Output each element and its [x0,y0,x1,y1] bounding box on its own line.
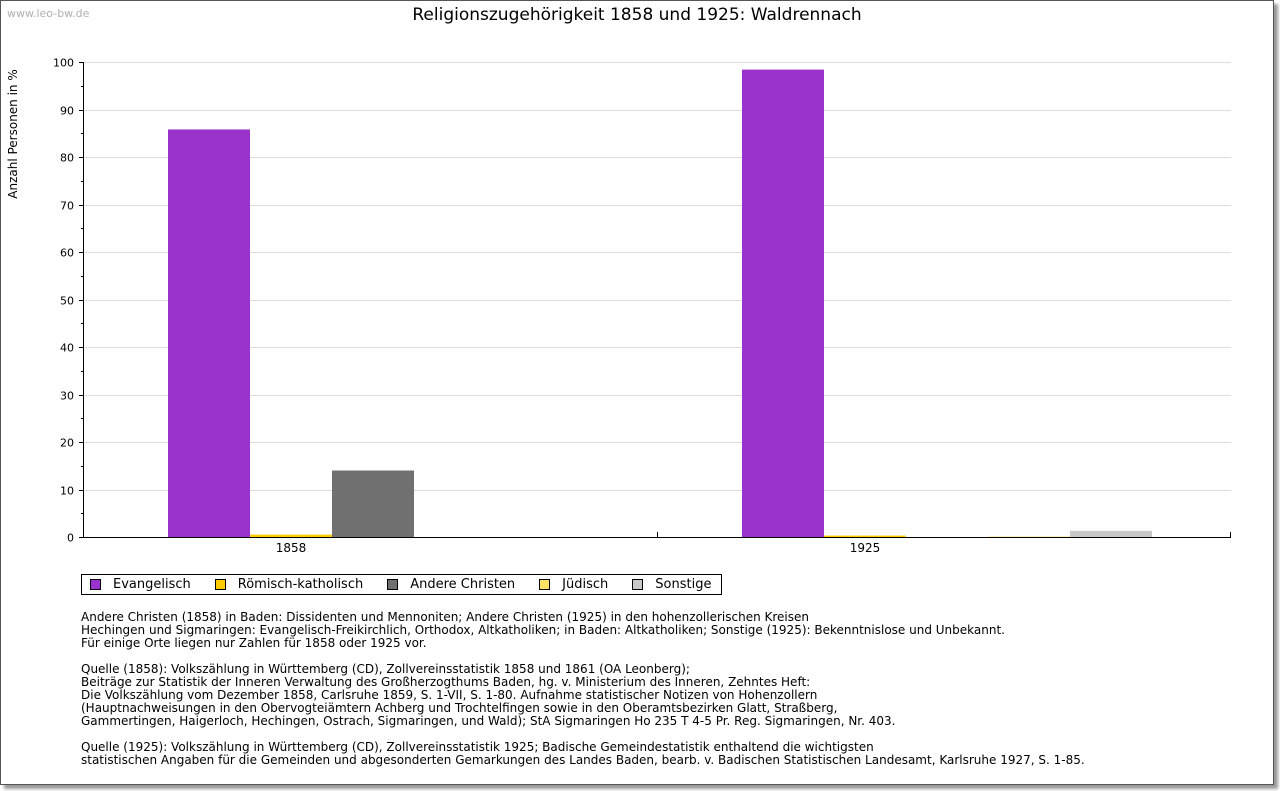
y-axis-label: Anzahl Personen in % [6,69,20,199]
chart-notes: Andere Christen (1858) in Baden: Disside… [81,611,1261,780]
legend-swatch [539,579,551,590]
note-block: Andere Christen (1858) in Baden: Disside… [81,611,1261,650]
y-tick-label: 0 [67,532,74,545]
note-block: Quelle (1925): Volkszählung in Württembe… [81,741,1261,767]
legend-item: Sonstige [632,577,711,592]
y-tick-label: 50 [60,295,74,308]
legend-item: Evangelisch [90,577,191,592]
note-line: Quelle (1925): Volkszählung in Württembe… [81,740,874,754]
legend-swatch [90,579,101,590]
bars [168,69,1152,538]
legend-label: Römisch-katholisch [237,577,364,592]
y-tick-label: 30 [60,390,74,403]
note-line: Für einige Orte liegen nur Zahlen für 18… [81,636,427,650]
bar-sonstige-1925 [1070,530,1152,537]
chart-legend: Evangelisch Römisch-katholisch Andere Chri… [81,574,723,595]
note-line: Hechingen und Sigmaringen: Evangelisch-F… [81,623,1005,637]
watermark: www.leo-bw.de [7,7,90,20]
note-block: Quelle (1858): Volkszählung in Württembe… [81,663,1261,728]
y-tick-label: 100 [53,57,74,70]
grid-lines [83,62,1231,491]
chart-plot: 0 10 20 30 40 50 60 70 80 90 100 1858 1925 Anzahl Pe… [6,57,1231,555]
y-tick-label: 90 [60,105,74,118]
legend-swatch [632,579,644,590]
bar-r-misch-katholisch-1858 [250,534,332,537]
y-tick-label: 80 [60,152,74,165]
y-tick-label: 60 [60,247,74,260]
y-tick-label: 40 [60,342,74,355]
bar-r-misch-katholisch-1925 [824,535,906,537]
y-tick-label: 70 [60,200,74,213]
note-line: (Hauptnachweisungen in den Obervogteiämt… [81,701,838,715]
y-tick-label: 20 [60,437,74,450]
legend-item: Jüdisch [539,577,608,592]
axes: 0 10 20 30 40 50 60 70 80 90 100 1858 1925 [53,57,1231,555]
note-line: Beiträge zur Statistik der Inneren Verwa… [81,675,811,689]
legend-item: Andere Christen [387,577,515,592]
legend-swatch [387,579,399,590]
legend-label: Evangelisch [113,577,191,592]
legend-label: Jüdisch [562,577,609,592]
note-line: Die Volkszählung vom Dezember 1858, Carl… [81,688,818,702]
note-line: statistischen Angaben für die Gemeinden … [81,753,1085,767]
note-line: Gammertingen, Haigerloch, Hechingen, Ost… [81,714,896,728]
legend-swatch [214,579,226,590]
legend-item: Römisch-katholisch [214,577,364,592]
bar-evangelisch-1925 [742,69,824,537]
bar-andere-christen-1858 [332,470,414,537]
note-line: Quelle (1858): Volkszählung in Württembe… [81,662,690,676]
bar-evangelisch-1858 [168,129,250,537]
x-tick-label: 1858 [276,541,307,555]
legend-label: Sonstige [655,577,712,592]
y-tick-label: 10 [60,485,74,498]
note-line: Andere Christen (1858) in Baden: Disside… [81,610,809,624]
x-tick-label: 1925 [850,541,881,555]
chart-title: Religionszugehörigkeit 1858 und 1925: Wa… [412,5,862,25]
legend-label: Andere Christen [410,577,516,592]
